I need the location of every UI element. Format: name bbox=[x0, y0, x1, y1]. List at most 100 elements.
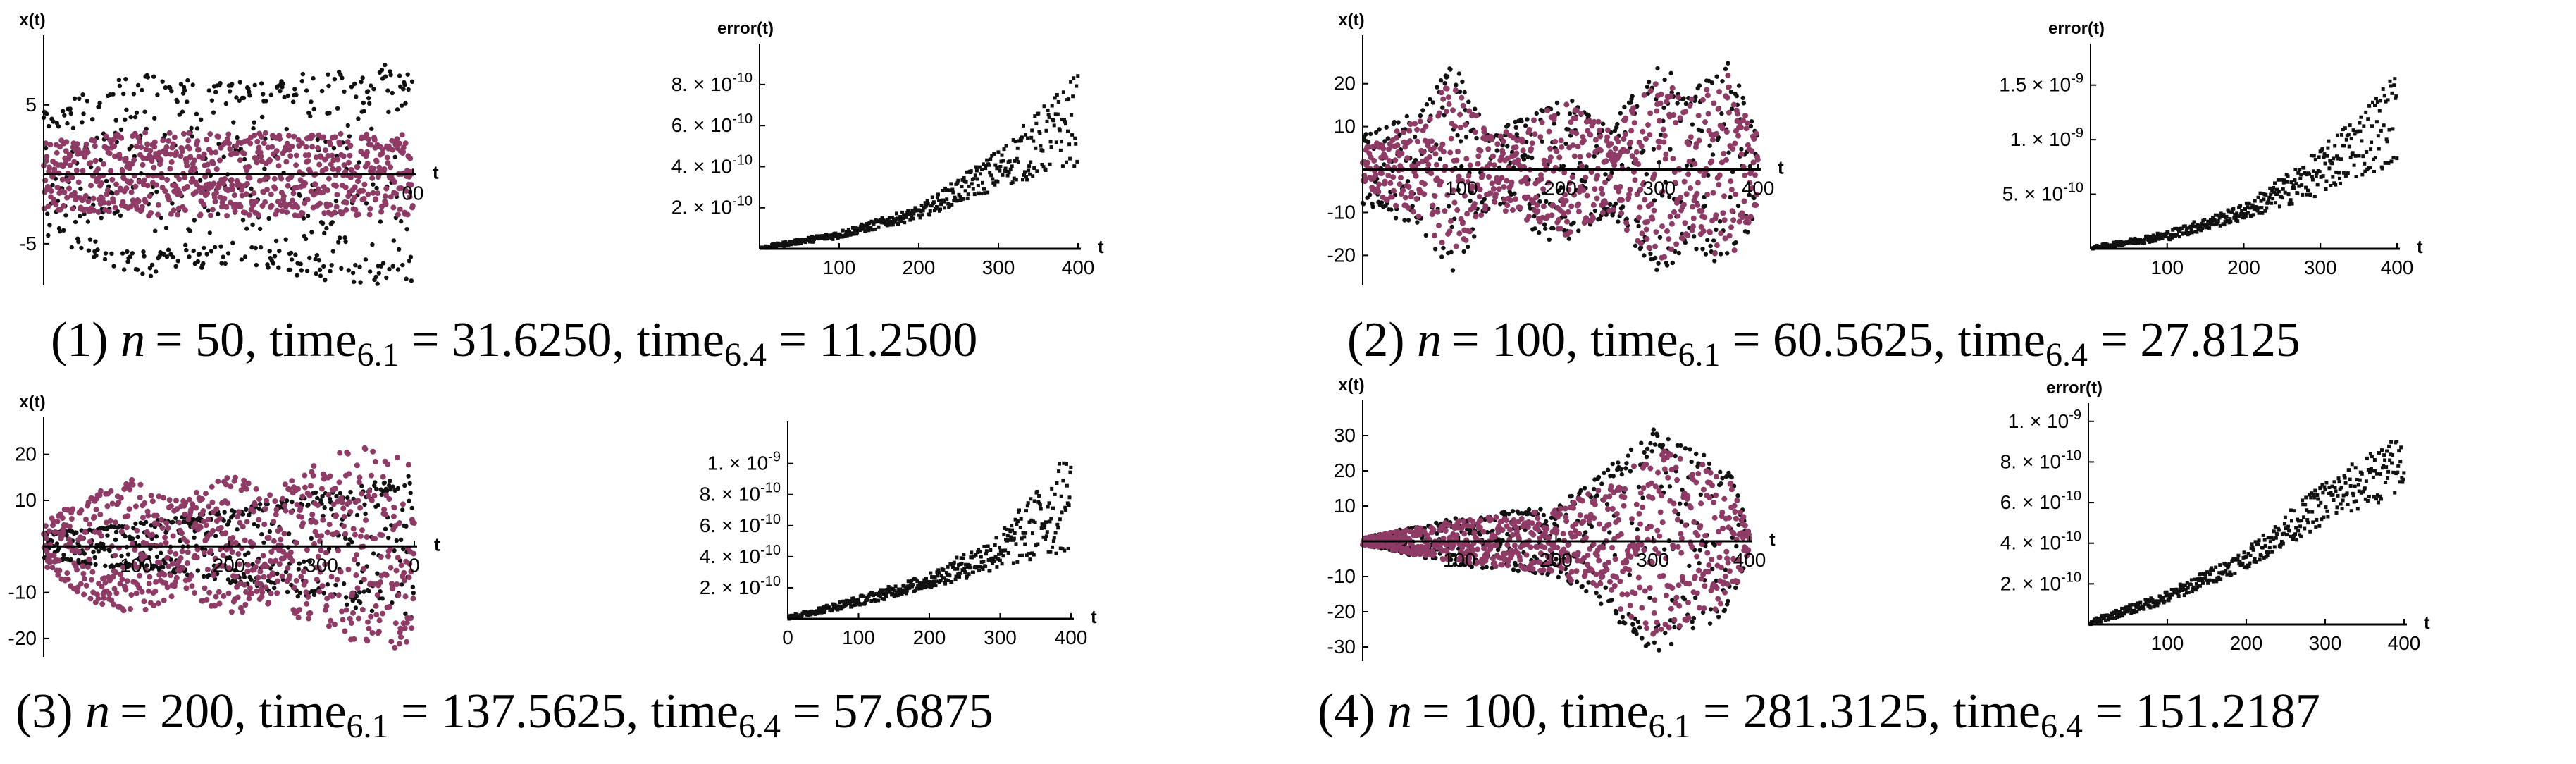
approximation-point bbox=[325, 153, 331, 159]
approximation-point bbox=[197, 211, 204, 218]
approximation-point bbox=[112, 553, 118, 559]
solution-point bbox=[1622, 104, 1627, 110]
error-point bbox=[928, 579, 932, 584]
solution-point bbox=[326, 72, 330, 77]
solution-point bbox=[260, 114, 265, 120]
error-point bbox=[1076, 74, 1080, 78]
approximation-point bbox=[83, 516, 89, 522]
error-point bbox=[2236, 219, 2240, 223]
error-point bbox=[810, 235, 814, 239]
error-point bbox=[1075, 84, 1079, 88]
approximation-point bbox=[252, 133, 257, 139]
approximation-point bbox=[253, 155, 259, 161]
approximation-point bbox=[1462, 122, 1468, 128]
approximation-point bbox=[1716, 89, 1722, 95]
solution-point bbox=[309, 99, 314, 104]
solution-point bbox=[61, 109, 66, 113]
approximation-point bbox=[1528, 146, 1535, 152]
approximation-point bbox=[66, 524, 73, 529]
solution-point bbox=[363, 257, 369, 262]
approximation-point bbox=[140, 515, 146, 521]
approximation-point bbox=[1639, 230, 1645, 237]
solution-point bbox=[1652, 198, 1657, 203]
solution-point bbox=[209, 98, 215, 103]
error-point bbox=[864, 229, 868, 233]
approximation-point bbox=[366, 211, 373, 218]
error-point bbox=[2114, 240, 2119, 243]
error-point bbox=[2393, 77, 2397, 81]
approximation-point bbox=[1657, 100, 1664, 106]
approximation-point bbox=[128, 592, 135, 598]
approximation-point bbox=[204, 596, 210, 603]
approximation-point bbox=[1594, 173, 1601, 179]
approximation-point bbox=[350, 526, 357, 532]
approximation-point bbox=[1671, 112, 1677, 118]
approximation-point bbox=[128, 189, 135, 195]
error-point bbox=[920, 213, 924, 217]
solution-point bbox=[379, 68, 385, 73]
approximation-point bbox=[201, 151, 207, 157]
approximation-point bbox=[272, 185, 278, 192]
error-point bbox=[867, 228, 871, 233]
approximation-point bbox=[246, 164, 252, 170]
approximation-point bbox=[288, 509, 295, 515]
solution-point bbox=[1402, 218, 1407, 223]
approximation-point bbox=[391, 505, 397, 511]
solution-point bbox=[362, 502, 367, 507]
approximation-point bbox=[1754, 156, 1761, 163]
approximation-point bbox=[1430, 209, 1437, 215]
solution-point bbox=[1735, 203, 1741, 209]
approximation-point bbox=[1660, 126, 1666, 133]
error-point bbox=[841, 228, 845, 233]
approximation-point bbox=[1742, 172, 1748, 178]
approximation-point bbox=[1431, 233, 1437, 239]
solution-point bbox=[371, 182, 376, 187]
error-point bbox=[911, 216, 915, 221]
solution-point bbox=[189, 125, 194, 130]
error-point bbox=[2200, 226, 2205, 230]
solution-point bbox=[376, 503, 380, 508]
solution-point bbox=[1719, 252, 1723, 257]
approximation-point bbox=[156, 560, 163, 566]
approximation-point bbox=[168, 593, 175, 600]
solution-point bbox=[1542, 222, 1547, 227]
solution-point bbox=[306, 214, 311, 218]
solution-point bbox=[187, 228, 192, 233]
approximation-point bbox=[289, 143, 295, 149]
solution-point bbox=[1420, 108, 1425, 113]
approximation-point bbox=[242, 602, 249, 608]
error-point bbox=[1027, 168, 1031, 173]
approximation-point bbox=[1573, 130, 1580, 137]
solution-point bbox=[1393, 216, 1399, 221]
approximation-point bbox=[1486, 174, 1492, 180]
solution-point bbox=[330, 220, 335, 225]
solution-point bbox=[340, 75, 345, 80]
approximation-point bbox=[1393, 135, 1399, 141]
solution-point bbox=[242, 574, 247, 579]
approximation-point bbox=[1738, 151, 1745, 157]
approximation-point bbox=[237, 204, 244, 210]
solution-point bbox=[314, 253, 319, 258]
error-point bbox=[2168, 238, 2172, 242]
approximation-point bbox=[1446, 101, 1452, 107]
solution-point bbox=[355, 562, 361, 567]
error-point bbox=[1073, 136, 1077, 140]
approximation-point bbox=[1535, 208, 1541, 214]
approximation-point bbox=[1552, 139, 1559, 144]
error-point bbox=[958, 195, 962, 199]
solution-point bbox=[123, 117, 128, 122]
error-point bbox=[2323, 161, 2327, 166]
approximation-point bbox=[240, 609, 246, 615]
approximation-point bbox=[1688, 185, 1694, 191]
solution-point bbox=[91, 549, 96, 555]
solution-point bbox=[403, 101, 408, 106]
solution-point bbox=[395, 267, 401, 272]
error-point bbox=[1001, 159, 1005, 163]
approximation-point bbox=[385, 553, 391, 560]
solution-point bbox=[1544, 199, 1549, 204]
approximation-point bbox=[228, 177, 235, 183]
solution-point bbox=[367, 101, 372, 106]
approximation-point bbox=[339, 499, 345, 505]
error-point bbox=[2289, 198, 2293, 202]
approximation-point bbox=[144, 183, 151, 189]
